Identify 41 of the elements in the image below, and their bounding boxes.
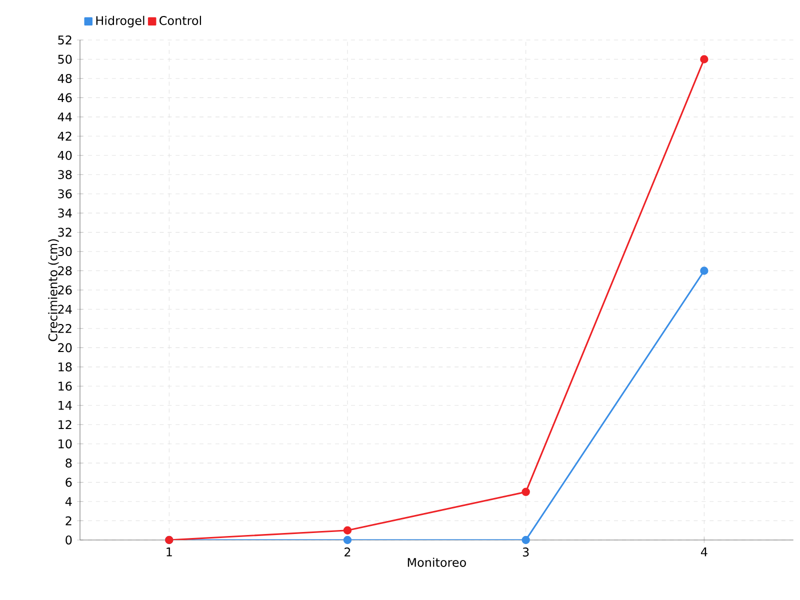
x-tick-label: 3 [522, 548, 529, 557]
y-tick-label: 18 [58, 362, 72, 372]
y-tick-label: 28 [58, 266, 72, 276]
point [700, 55, 708, 64]
y-tick-label: 34 [58, 208, 72, 218]
y-tick-label: 20 [58, 343, 72, 352]
point [522, 488, 530, 496]
legend-label: Hidrogel [96, 16, 144, 28]
y-tick-label: 36 [58, 189, 72, 198]
point [522, 536, 530, 544]
y-tick-label: 6 [66, 478, 72, 487]
x-tick-label: 1 [166, 548, 172, 556]
y-tick-label: 44 [58, 112, 72, 122]
legend-label: Control [160, 16, 201, 26]
y-tick-label: 50 [58, 54, 72, 64]
y-tick-label: 4 [65, 497, 72, 506]
y-tick-label: 22 [58, 324, 72, 333]
x-tick-label: 2 [344, 548, 350, 556]
x-tick-label: 4 [700, 548, 708, 556]
y-tick-label: 8 [66, 458, 72, 468]
y-axis-title: Crecimiento (cm) [48, 239, 59, 342]
y-tick-label: 2 [66, 516, 72, 526]
y-tick-label: 38 [58, 170, 72, 180]
y-tick-label: 48 [58, 74, 72, 83]
y-tick-label: 30 [58, 247, 72, 256]
y-tick-label: 24 [58, 304, 72, 314]
point [343, 536, 352, 544]
x-axis-title: Monitoreo [408, 558, 466, 567]
y-tick-label: 32 [58, 228, 72, 237]
y-tick-label: 0 [66, 535, 72, 545]
y-tick-label: 46 [58, 93, 72, 102]
y-tick-label: 10 [58, 439, 72, 448]
point [700, 266, 708, 275]
y-tick-label: 52 [58, 35, 72, 45]
y-tick-label: 40 [58, 150, 72, 160]
y-tick-label: 16 [58, 382, 72, 391]
point [343, 526, 352, 535]
y-tick-label: 12 [58, 420, 72, 430]
y-tick-label: 42 [58, 132, 72, 141]
y-tick-label: 14 [58, 401, 72, 410]
y-tick-label: 26 [58, 285, 72, 295]
